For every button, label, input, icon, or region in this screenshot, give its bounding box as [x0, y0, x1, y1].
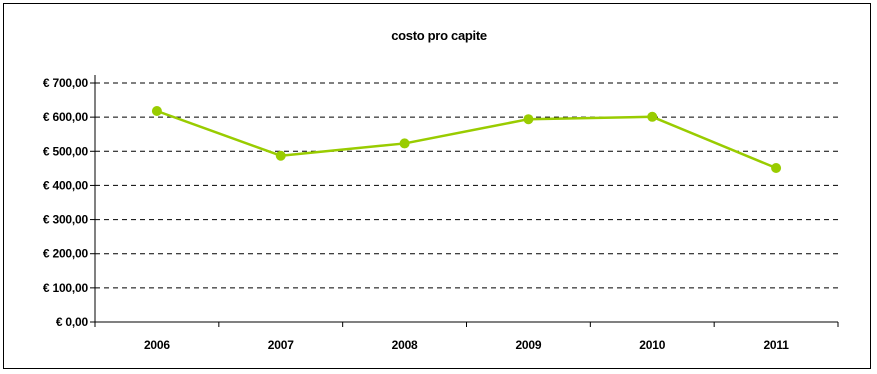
data-point: [275, 150, 286, 161]
x-tick-label: 2009: [515, 338, 541, 352]
series-line: [156, 109, 777, 170]
x-tick-label: 2010: [639, 338, 665, 352]
x-tick-label: 2007: [268, 338, 294, 352]
data-point: [771, 163, 782, 174]
y-tick-label: € 200,00: [43, 247, 89, 261]
x-tick-labels: 2006 2007 2008 2009 2010 2011: [144, 338, 789, 352]
y-tick-label: € 600,00: [43, 110, 89, 124]
data-point: [523, 114, 534, 125]
y-tick-label: € 500,00: [43, 144, 89, 158]
data-point: [151, 105, 162, 116]
y-tick-label: € 300,00: [43, 213, 89, 227]
y-tick-labels: € 0,00 € 100,00 € 200,00 € 300,00 € 400,00 € …: [43, 76, 89, 329]
chart-title: costo pro capite: [391, 28, 487, 43]
axes: [90, 75, 839, 327]
chart-frame: [3, 3, 871, 369]
grid-lines: [95, 82, 838, 289]
data-point: [647, 111, 658, 122]
y-tick-label: € 400,00: [43, 178, 89, 192]
y-tick-label: € 0,00: [56, 315, 89, 329]
data-series: [151, 105, 782, 174]
data-point: [399, 138, 410, 149]
y-tick-label: € 100,00: [43, 281, 89, 295]
x-tick-label: 2011: [763, 338, 789, 352]
y-tick-label: € 700,00: [43, 76, 89, 90]
x-tick-label: 2008: [392, 338, 418, 352]
x-tick-label: 2006: [144, 338, 170, 352]
